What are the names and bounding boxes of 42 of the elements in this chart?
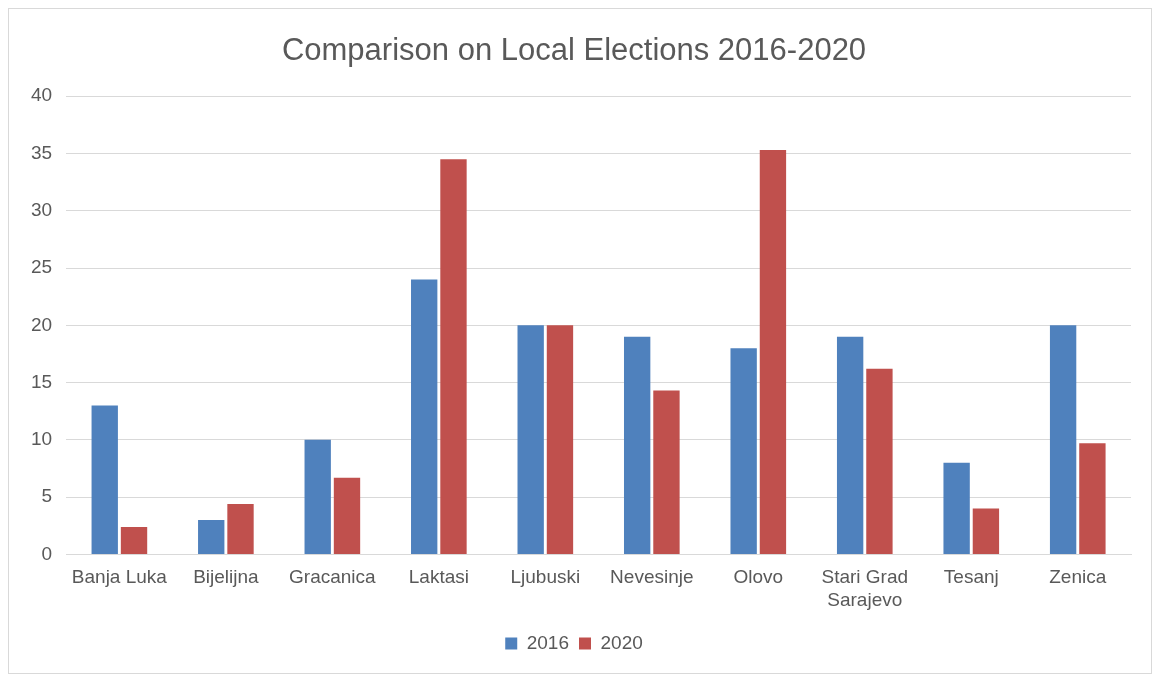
- bar: [120, 526, 148, 554]
- y-tick-label: 40: [30, 84, 53, 106]
- x-tick-label: Nevesinje: [610, 566, 694, 588]
- y-tick-label: 0: [41, 542, 53, 564]
- bar: [91, 405, 118, 554]
- bar: [1049, 325, 1077, 554]
- x-tick-label: Stari Grad Sarajevo: [821, 566, 909, 610]
- x-tick-label: Olovo: [733, 566, 784, 588]
- x-tick-label: Laktasi: [408, 566, 469, 588]
- bar: [517, 325, 544, 554]
- bar: [546, 325, 574, 554]
- y-tick-label: 15: [30, 370, 53, 392]
- bar: [411, 279, 438, 554]
- bar: [623, 336, 651, 554]
- bar: [440, 159, 467, 554]
- y-tick-label: 20: [30, 313, 53, 335]
- bar: [304, 439, 331, 554]
- y-tick-label: 35: [30, 141, 53, 163]
- bar: [972, 508, 1000, 554]
- legend-label: 2020: [600, 631, 643, 653]
- x-tick-label: Ljubuski: [510, 566, 581, 588]
- x-tick-label: Gracanica: [289, 566, 377, 588]
- bar: [866, 368, 893, 554]
- bar: [333, 477, 361, 554]
- bar: [198, 520, 225, 554]
- y-tick-label: 10: [30, 428, 53, 450]
- bar: [759, 150, 787, 554]
- x-tick-label: Zenica: [1049, 566, 1107, 588]
- x-tick-label: Bijelijna: [193, 566, 260, 588]
- y-tick-label: 30: [30, 198, 53, 220]
- bar: [653, 390, 680, 554]
- legend-label: 2016: [526, 631, 570, 653]
- y-tick-label: 25: [30, 256, 53, 278]
- bar: [1079, 443, 1106, 554]
- x-tick-label: Tesanj: [943, 566, 999, 588]
- chart-title: Comparison on Local Elections 2016-2020: [281, 32, 867, 68]
- bar: [227, 504, 254, 554]
- bar: [943, 462, 970, 554]
- x-tick-label: Banja Luka: [71, 566, 168, 588]
- bar: [836, 336, 864, 554]
- y-tick-label: 5: [41, 485, 53, 507]
- bar: [730, 348, 757, 554]
